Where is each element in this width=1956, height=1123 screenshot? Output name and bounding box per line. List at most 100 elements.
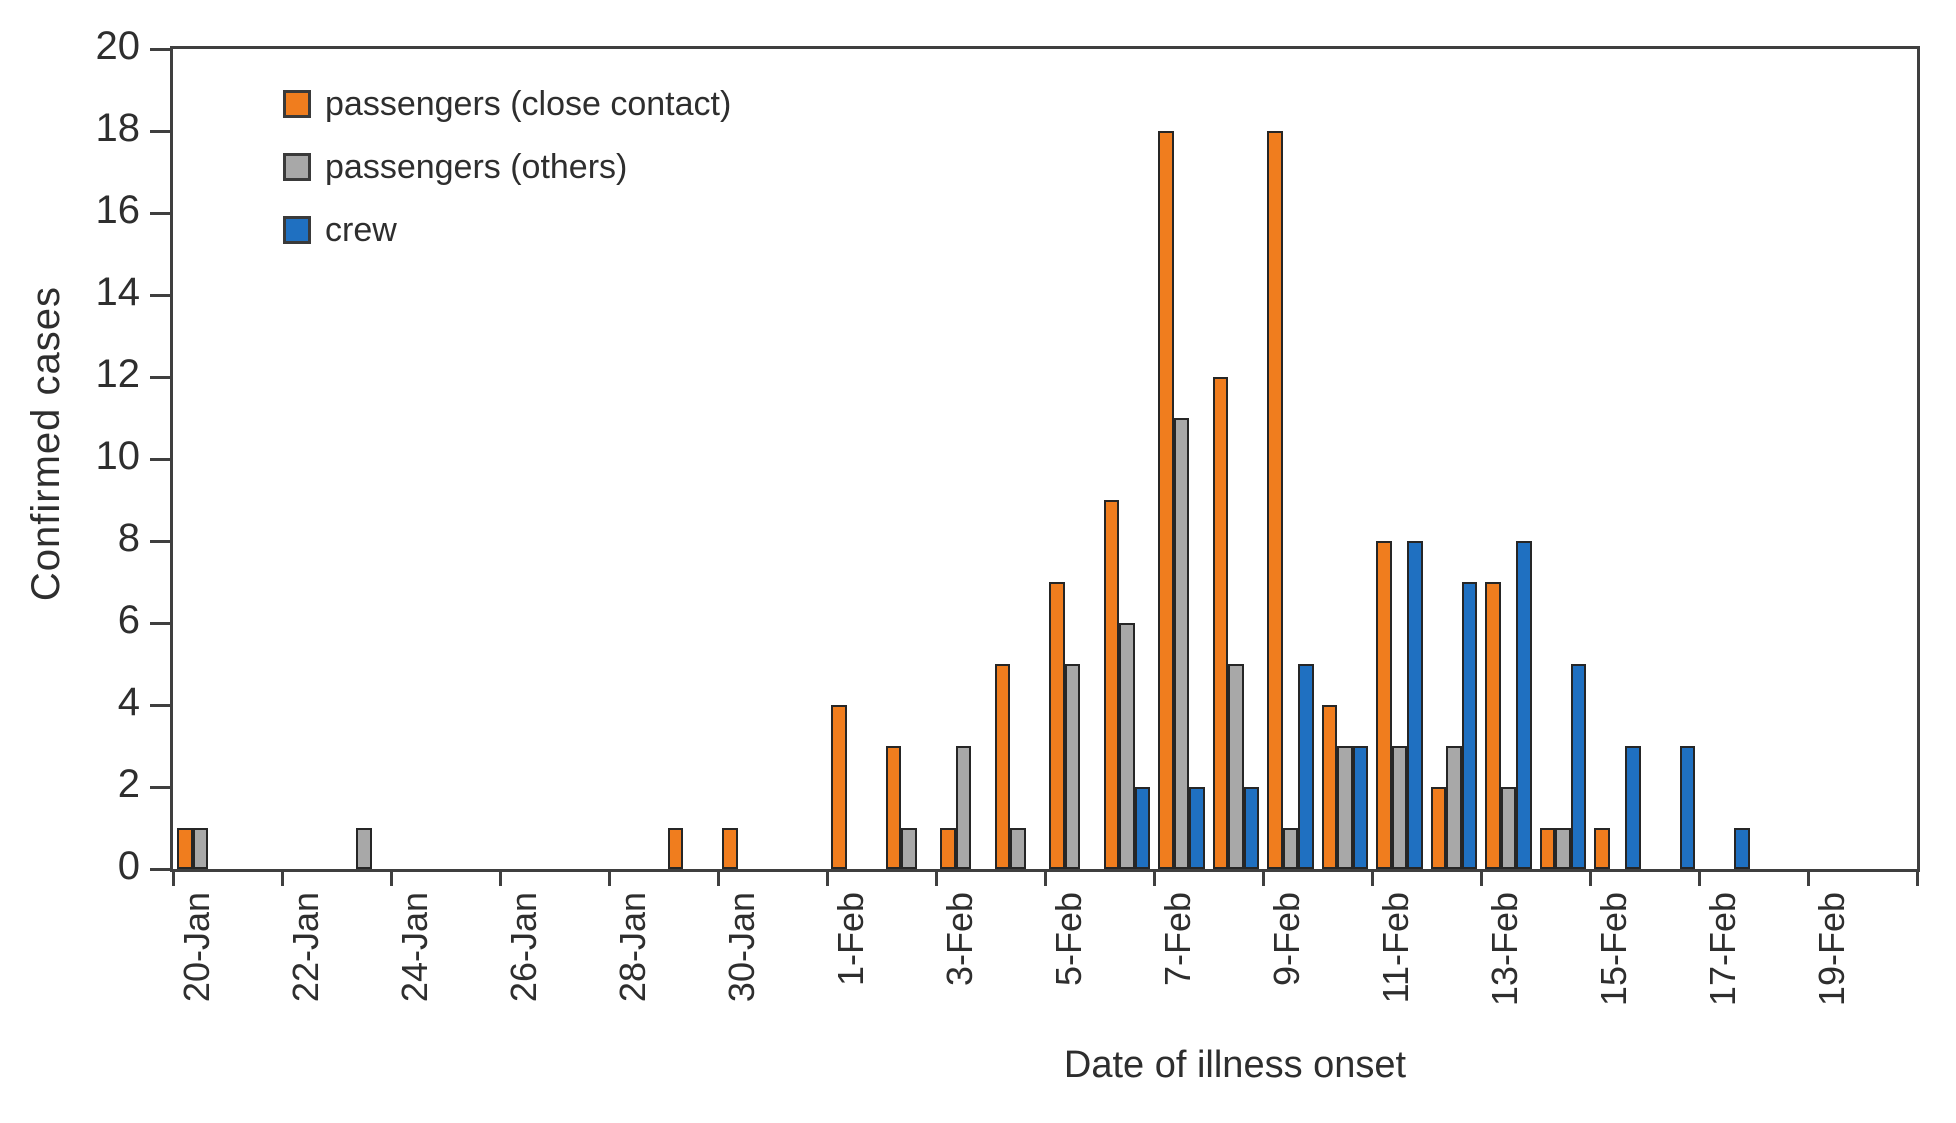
x-tick: [1043, 869, 1047, 886]
bar-passengers-close-contact--13-Feb: [1485, 582, 1501, 869]
y-tick-label-10: 10: [95, 434, 141, 478]
bar-crew-8-Feb: [1243, 787, 1260, 869]
bar-passengers-close-contact--10-Feb: [1321, 705, 1338, 869]
x-tick-label-13-Feb: 13-Feb: [1484, 892, 1526, 1007]
bar-passengers-close-contact--12-Feb: [1430, 787, 1447, 869]
bar-passengers-close-contact--9-Feb: [1267, 131, 1283, 869]
legend-swatch-close-contact-icon: [283, 90, 311, 118]
x-tick-label-15-Feb: 15-Feb: [1593, 892, 1635, 1007]
x-tick: [1479, 869, 1483, 886]
bar-crew-11-Feb: [1407, 541, 1423, 869]
x-tick-label-9-Feb: 9-Feb: [1266, 892, 1308, 987]
x-tick: [171, 869, 175, 886]
y-tick: [150, 375, 170, 379]
y-tick-label-0: 0: [117, 844, 140, 888]
bar-crew-15-Feb: [1625, 746, 1641, 869]
bar-passengers-close-contact--2-Feb: [885, 746, 902, 869]
bar-passengers-others--20-Jan: [192, 828, 209, 869]
x-tick-label-11-Feb: 11-Feb: [1375, 892, 1417, 1004]
x-tick-label-20-Jan: 20-Jan: [176, 892, 218, 1003]
x-tick: [1806, 869, 1810, 886]
x-tick: [1697, 869, 1701, 886]
legend-label: crew: [325, 211, 397, 249]
y-tick-label-6: 6: [117, 598, 140, 642]
bar-passengers-others--8-Feb: [1228, 664, 1244, 869]
x-tick: [1588, 869, 1592, 886]
bar-passengers-others--13-Feb: [1500, 787, 1517, 869]
x-tick-label-26-Jan: 26-Jan: [503, 892, 545, 1003]
x-tick-label-17-Feb: 17-Feb: [1702, 892, 1744, 1007]
legend-item-crew: crew: [283, 210, 731, 250]
y-tick-label-4: 4: [117, 680, 140, 724]
x-tick-label-28-Jan: 28-Jan: [612, 892, 654, 1003]
y-tick: [150, 785, 170, 789]
y-tick: [150, 867, 170, 871]
legend-label: passengers (close contact): [325, 85, 732, 123]
y-tick-label-18: 18: [95, 106, 141, 150]
y-tick: [150, 47, 170, 51]
bar-crew-6-Feb: [1134, 787, 1151, 869]
x-tick: [1915, 869, 1919, 886]
y-tick-label-12: 12: [95, 352, 141, 396]
bar-passengers-close-contact--4-Feb: [994, 664, 1011, 869]
bar-crew-13-Feb: [1516, 541, 1532, 869]
bar-passengers-close-contact--29-Jan: [667, 828, 684, 869]
y-tick: [150, 457, 170, 461]
bar-passengers-close-contact--11-Feb: [1376, 541, 1392, 869]
x-tick-label-22-Jan: 22-Jan: [285, 892, 327, 1003]
y-tick-label-16: 16: [95, 188, 141, 232]
y-tick: [150, 621, 170, 625]
bar-passengers-close-contact--30-Jan: [722, 828, 738, 869]
bar-crew-12-Feb: [1461, 582, 1478, 869]
x-tick: [280, 869, 284, 886]
y-tick-label-8: 8: [117, 516, 140, 560]
x-tick: [1152, 869, 1156, 886]
x-tick: [1261, 869, 1265, 886]
bar-crew-16-Feb: [1679, 746, 1696, 869]
bar-passengers-others--11-Feb: [1391, 746, 1408, 869]
plot-area: [150, 46, 1920, 886]
bar-passengers-others--12-Feb: [1446, 746, 1462, 869]
bar-passengers-others--10-Feb: [1337, 746, 1353, 869]
x-tick: [1370, 869, 1374, 886]
x-tick: [716, 869, 720, 886]
legend: passengers (close contact) passengers (o…: [283, 84, 731, 273]
x-tick-label-1-Feb: 1-Feb: [830, 892, 872, 987]
x-tick-label-24-Jan: 24-Jan: [394, 892, 436, 1003]
bar-passengers-close-contact--15-Feb: [1594, 828, 1610, 869]
bar-passengers-close-contact--6-Feb: [1103, 500, 1120, 869]
legend-label: passengers (others): [325, 148, 628, 186]
bar-passengers-close-contact--20-Jan: [177, 828, 193, 869]
bar-crew-7-Feb: [1189, 787, 1205, 869]
y-tick-label-14: 14: [95, 270, 141, 314]
bar-passengers-others--2-Feb: [901, 828, 917, 869]
y-tick: [150, 703, 170, 707]
x-tick: [389, 869, 393, 886]
bar-crew-14-Feb: [1570, 664, 1587, 869]
x-tick: [825, 869, 829, 886]
bar-crew-9-Feb: [1298, 664, 1314, 869]
x-tick-label-19-Feb: 19-Feb: [1811, 892, 1853, 1007]
bar-crew-17-Feb: [1734, 828, 1750, 869]
bar-passengers-others--4-Feb: [1010, 828, 1026, 869]
bar-passengers-close-contact--7-Feb: [1158, 131, 1174, 869]
y-tick: [150, 293, 170, 297]
legend-item-close-contact: passengers (close contact): [283, 84, 731, 124]
bar-passengers-others--3-Feb: [955, 746, 972, 869]
bar-crew-10-Feb: [1352, 746, 1369, 869]
x-axis-title: Date of illness onset: [1063, 1044, 1407, 1086]
bar-passengers-others--5-Feb: [1064, 664, 1081, 869]
legend-item-others: passengers (others): [283, 147, 731, 187]
x-tick-label-5-Feb: 5-Feb: [1048, 892, 1090, 987]
bar-passengers-others--9-Feb: [1282, 828, 1299, 869]
y-tick-label-20: 20: [95, 24, 141, 68]
x-tick-label-7-Feb: 7-Feb: [1157, 892, 1199, 987]
bar-passengers-close-contact--14-Feb: [1539, 828, 1556, 869]
x-tick: [498, 869, 502, 886]
x-tick-label-3-Feb: 3-Feb: [939, 892, 981, 987]
bar-passengers-close-contact--1-Feb: [831, 705, 847, 869]
y-tick: [150, 211, 170, 215]
bar-passengers-others--23-Jan: [356, 828, 372, 869]
legend-swatch-others-icon: [283, 153, 311, 181]
